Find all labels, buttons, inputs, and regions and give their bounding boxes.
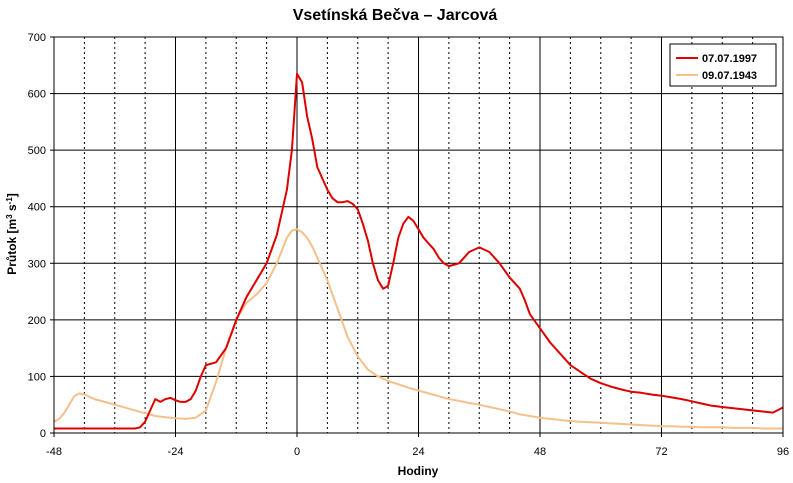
series-group bbox=[53, 72, 784, 430]
y-tick-label: 200 bbox=[28, 315, 46, 327]
x-tick-label: 72 bbox=[655, 446, 667, 458]
x-axis-title: Hodiny bbox=[398, 464, 439, 478]
chart-title: Vsetínská Bečva – Jarcová bbox=[293, 7, 498, 24]
y-axis-title-main: Průtok [m bbox=[5, 219, 19, 275]
y-tick-label: 400 bbox=[28, 202, 46, 214]
legend-label: 07.07.1997 bbox=[702, 53, 757, 65]
grid bbox=[54, 37, 783, 433]
y-tick-label: 0 bbox=[40, 428, 46, 440]
y-tick-label: 600 bbox=[28, 89, 46, 101]
x-tick-label: 0 bbox=[294, 446, 300, 458]
axes bbox=[50, 36, 784, 437]
x-tick-labels: -48 -24 0 24 48 72 96 bbox=[46, 446, 789, 458]
y-axis-title: Průtok [m3 s-1] bbox=[5, 193, 20, 275]
series-line-09.07.1943 bbox=[53, 228, 783, 430]
y-tick-label: 300 bbox=[28, 258, 46, 270]
y-tick-label: 100 bbox=[28, 371, 46, 383]
x-tick-label: 48 bbox=[534, 446, 546, 458]
y-axis-title-end: ] bbox=[5, 193, 19, 197]
x-tick-label: -48 bbox=[46, 446, 62, 458]
series-line-07.07.1997 bbox=[54, 72, 784, 430]
x-tick-label: 24 bbox=[412, 446, 424, 458]
x-tick-label: -24 bbox=[168, 446, 184, 458]
y-tick-label: 700 bbox=[28, 32, 46, 44]
y-axis-title-mid: s bbox=[5, 204, 19, 214]
legend-label: 09.07.1943 bbox=[702, 70, 757, 82]
y-axis-title-sup2: -1 bbox=[5, 197, 14, 205]
y-tick-labels: 0 100 200 300 400 500 600 700 bbox=[28, 32, 46, 440]
legend: 07.07.1997 09.07.1943 bbox=[669, 43, 777, 87]
y-tick-label: 500 bbox=[28, 145, 46, 157]
x-tick-label: 96 bbox=[777, 446, 789, 458]
legend-box bbox=[669, 43, 777, 87]
y-axis-title-sup1: 3 bbox=[5, 214, 14, 219]
